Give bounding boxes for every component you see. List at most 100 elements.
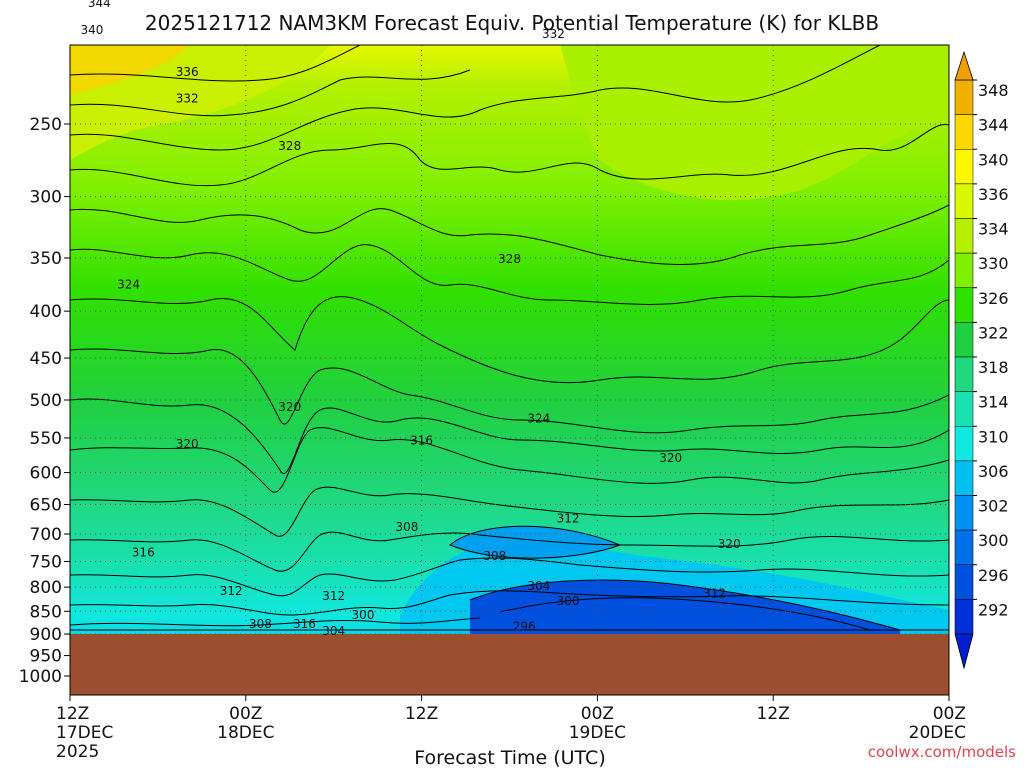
contour-label: 320: [718, 537, 741, 551]
colorbar-label: 326: [978, 289, 1009, 308]
x-tick-label: 12Z: [405, 704, 438, 724]
contour-label: 320: [176, 437, 199, 451]
colorbar-segment: [954, 79, 974, 115]
colorbar: 348 344 340 336 334 330 326 322 318 314 310 306 302 3…: [954, 50, 1009, 670]
y-tick-label: 1000: [19, 667, 62, 687]
contour-label: 300: [557, 594, 580, 608]
colorbar-segment: [954, 495, 974, 531]
colorbar-label: 318: [978, 358, 1009, 377]
contour-label: 332: [176, 91, 199, 105]
y-tick-label: 450: [30, 349, 62, 369]
colorbar-label: 300: [978, 531, 1009, 550]
x-tick-label: 00Z: [229, 704, 262, 724]
colorbar-segment: [954, 149, 974, 185]
plot-frame: [69, 44, 950, 696]
colorbar-top-arrow: [954, 50, 974, 81]
cold-lowlevel-region: [470, 580, 900, 634]
contour-label: 332: [542, 27, 565, 41]
contour-label: 336: [176, 65, 199, 79]
x-tick-date-label: 17DEC: [56, 723, 113, 743]
y-tick-label: 900: [30, 625, 62, 645]
x-tick-date-label: 18DEC: [217, 723, 274, 743]
colorbar-label: 334: [978, 220, 1009, 239]
colorbar-segment: [954, 287, 974, 323]
colorbar-segment: [954, 529, 974, 565]
terrain-fill: [70, 634, 949, 695]
y-tick-label: 250: [30, 115, 62, 135]
colorbar-segment: [954, 356, 974, 392]
contour-label: 304: [527, 579, 550, 593]
y-tick-label: 850: [30, 602, 62, 622]
contour-label: 316: [293, 617, 316, 631]
colorbar-label: 330: [978, 254, 1009, 273]
colorbar-label: 322: [978, 323, 1009, 342]
y-tick-label: 700: [30, 525, 62, 545]
chart-title: 2025121712 NAM3KM Forecast Equiv. Potent…: [145, 11, 879, 35]
colorbar-segment: [954, 218, 974, 254]
colorbar-label: 296: [978, 566, 1009, 585]
gridlines: [70, 45, 949, 695]
colorbar-segment: [954, 426, 974, 462]
x-tick-year-label: 2025: [56, 742, 99, 762]
contour-label: 304: [322, 624, 345, 638]
contour-label: 328: [498, 252, 521, 266]
contour-label: 344: [88, 0, 111, 10]
y-axis-ticks: 250 300 350 400 450 500 550 600 650 700 750 800 850 9…: [19, 115, 70, 687]
colorbar-segment: [954, 183, 974, 219]
contour-label: 308: [395, 520, 418, 534]
colorbar-segment: [954, 322, 974, 358]
contour-label: 300: [352, 608, 375, 622]
plot-area: [70, 45, 949, 695]
x-tick-label: 00Z: [933, 704, 966, 724]
colorbar-segment: [954, 252, 974, 288]
contour-labels: 344 340 336 332 328 332 324 328 320 320 316 324 320 3…: [81, 0, 741, 638]
contour-label: 308: [249, 617, 272, 631]
contour-label: 312: [322, 589, 345, 603]
colorbar-label: 340: [978, 150, 1009, 169]
contour-label: 296: [513, 619, 536, 633]
contour-label: 312: [557, 511, 580, 525]
y-tick-label: 750: [30, 552, 62, 572]
contour-label: 316: [410, 434, 433, 448]
y-tick-label: 500: [30, 391, 62, 411]
x-tick-label: 00Z: [581, 704, 614, 724]
contour-label: 312: [220, 584, 243, 598]
colorbar-segment: [954, 391, 974, 427]
contour-label: 328: [278, 139, 301, 153]
colorbar-label: 310: [978, 427, 1009, 446]
y-tick-label: 550: [30, 429, 62, 449]
contour-label: 316: [132, 545, 155, 559]
colorbar-segment: [954, 460, 974, 496]
y-tick-label: 950: [30, 647, 62, 667]
y-tick-label: 600: [30, 464, 62, 484]
upper-right-region: [560, 45, 949, 201]
colorbar-label: 314: [978, 393, 1009, 412]
contour-label: 324: [117, 277, 140, 291]
contour-label: 324: [527, 411, 550, 425]
colorbar-label: 302: [978, 497, 1009, 516]
y-tick-label: 300: [30, 188, 62, 208]
contour-label: 308: [483, 549, 506, 563]
colorbar-bottom-arrow: [954, 633, 974, 670]
y-tick-label: 350: [30, 249, 62, 269]
colorbar-segment: [954, 599, 974, 635]
y-tick-label: 650: [30, 495, 62, 515]
credit-text: coolwx.com/models: [868, 743, 1016, 761]
mid-cool-region: [450, 526, 620, 559]
contour-label: 320: [659, 451, 682, 465]
colorbar-label: 306: [978, 462, 1009, 481]
x-tick-label: 12Z: [56, 704, 89, 724]
contour-label: 312: [703, 587, 726, 601]
x-tick-date-label: 20DEC: [909, 723, 966, 743]
contour-label: 340: [81, 23, 104, 37]
y-tick-label: 400: [30, 302, 62, 322]
hot-core-region: [70, 45, 190, 95]
colorbar-label: 348: [978, 81, 1009, 100]
colorbar-segment: [954, 564, 974, 600]
x-axis-label: Forecast Time (UTC): [414, 747, 605, 768]
contour-label: 320: [278, 400, 301, 414]
colorbar-label: 336: [978, 185, 1009, 204]
y-tick-label: 800: [30, 578, 62, 598]
